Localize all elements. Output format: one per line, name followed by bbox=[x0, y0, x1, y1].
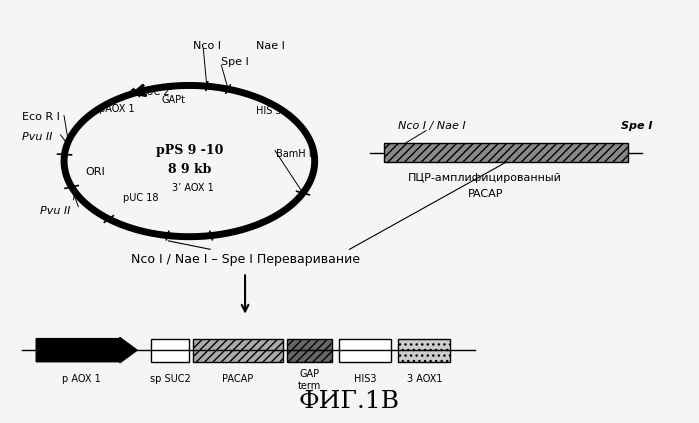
Text: 3 AOX1: 3 AOX1 bbox=[407, 374, 442, 385]
Bar bbox=[384, 143, 628, 162]
Text: Nco I / Nae I: Nco I / Nae I bbox=[398, 121, 466, 131]
Text: Nco I: Nco I bbox=[193, 41, 221, 50]
Text: Nco I / Nae I – Spe I Переваривание: Nco I / Nae I – Spe I Переваривание bbox=[131, 253, 359, 266]
Text: sp SUC2: sp SUC2 bbox=[150, 374, 191, 385]
Text: HIS3: HIS3 bbox=[354, 374, 377, 385]
Text: Nae I: Nae I bbox=[256, 41, 284, 50]
Text: pUC 18: pUC 18 bbox=[123, 193, 159, 203]
Text: term: term bbox=[298, 381, 321, 391]
Text: ПЦР-амплифицированный: ПЦР-амплифицированный bbox=[408, 173, 562, 183]
Text: Eco R I: Eco R I bbox=[22, 112, 60, 122]
Bar bbox=[151, 339, 189, 362]
Text: 8 9 kb: 8 9 kb bbox=[168, 163, 211, 176]
Text: Spe I: Spe I bbox=[221, 58, 248, 67]
Bar bbox=[339, 339, 391, 362]
Text: pAOX 1: pAOX 1 bbox=[99, 104, 134, 113]
Bar bbox=[287, 339, 332, 362]
Text: ФИГ.1В: ФИГ.1В bbox=[299, 390, 400, 413]
Text: pPS 9 -10: pPS 9 -10 bbox=[156, 144, 223, 157]
Text: PACAP: PACAP bbox=[222, 374, 254, 385]
Bar bbox=[398, 339, 450, 362]
Text: Pvu II: Pvu II bbox=[40, 206, 70, 217]
Text: GAP: GAP bbox=[299, 369, 319, 379]
Text: 3’ AOX 1: 3’ AOX 1 bbox=[172, 184, 214, 193]
Text: ssSUC 2: ssSUC 2 bbox=[130, 87, 170, 97]
Text: HIS 3: HIS 3 bbox=[256, 107, 281, 116]
Text: PACAP: PACAP bbox=[468, 190, 503, 199]
Bar bbox=[193, 339, 283, 362]
Text: BamH I: BamH I bbox=[276, 148, 312, 159]
Text: Spe I: Spe I bbox=[621, 121, 653, 131]
Text: ORI: ORI bbox=[85, 167, 105, 176]
Text: Pvu II: Pvu II bbox=[22, 132, 52, 142]
Text: p AOX 1: p AOX 1 bbox=[62, 374, 101, 385]
FancyArrow shape bbox=[36, 338, 137, 363]
Text: GAPt: GAPt bbox=[161, 95, 185, 105]
